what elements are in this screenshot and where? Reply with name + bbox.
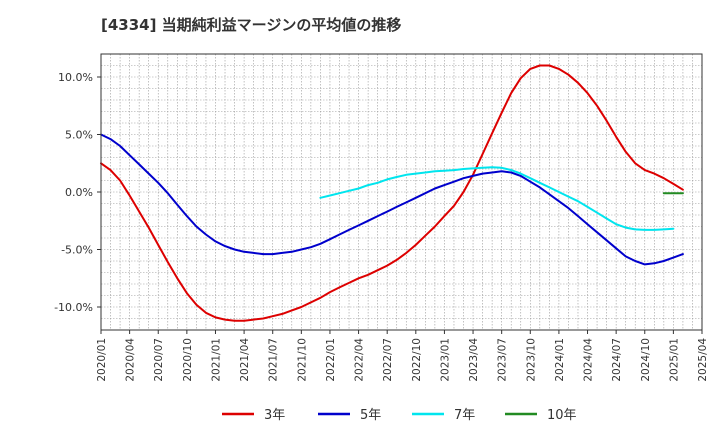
x-tick-label: 2024/10	[640, 338, 652, 382]
y-tick-label: 0.0%	[65, 186, 93, 199]
y-tick-label: 5.0%	[65, 129, 93, 142]
x-tick-label: 2021/07	[268, 338, 280, 382]
x-tick-label: 2024/04	[583, 338, 595, 382]
legend-label: 7年	[454, 408, 475, 423]
chart-title: [4334] 当期純利益マージンの平均値の推移	[101, 16, 401, 34]
x-tick-label: 2022/01	[325, 338, 337, 382]
legend: 3年 5年 7年 10年	[222, 408, 577, 423]
x-tick-label: 2023/07	[497, 338, 509, 382]
x-tick-label: 2020/01	[96, 338, 108, 382]
x-tick-label: 2022/07	[382, 338, 394, 382]
x-tick-label: 2020/10	[182, 338, 194, 382]
x-tick-label: 2023/01	[439, 338, 451, 382]
legend-label: 3年	[264, 408, 285, 423]
x-tick-label: 2020/04	[125, 338, 137, 382]
x-tick-label: 2020/07	[153, 338, 165, 382]
legend-label: 10年	[547, 408, 577, 423]
series-lines	[100, 64, 684, 322]
x-tick-label: 2021/04	[239, 338, 251, 382]
x-tick-label: 2022/04	[354, 338, 366, 382]
grid	[101, 54, 702, 330]
series-line-5年	[100, 133, 684, 266]
x-tick-label: 2022/10	[411, 338, 423, 382]
x-tick-label: 2025/04	[697, 338, 709, 382]
y-tick-label: -10.0%	[54, 301, 93, 314]
x-tick-label: 2023/10	[525, 338, 537, 382]
x-tick-label: 2021/01	[210, 338, 222, 382]
x-tick-label: 2024/01	[554, 338, 566, 382]
legend-label: 5年	[360, 408, 381, 423]
series-line-3年	[100, 64, 684, 322]
x-tick-label: 2021/10	[296, 338, 308, 382]
x-tick-label: 2024/07	[611, 338, 623, 382]
x-axis-tick-labels: 2020/01 2020/04 2020/07 2020/10 2021/01 2021/…	[96, 330, 709, 382]
y-axis-tick-labels: 10.0% 5.0% 0.0% -5.0% -10.0%	[54, 71, 101, 314]
y-tick-label: -5.0%	[61, 244, 93, 257]
y-tick-label: 10.0%	[58, 71, 93, 84]
series-line-7年	[319, 166, 675, 231]
x-tick-label: 2023/04	[468, 338, 480, 382]
x-tick-label: 2025/01	[668, 338, 680, 382]
